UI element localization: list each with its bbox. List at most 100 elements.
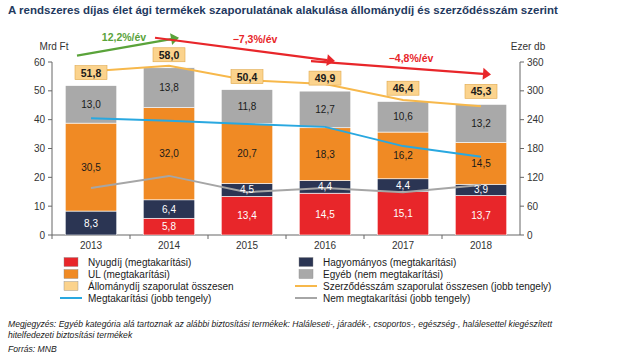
- y2-tick-label: 60: [527, 201, 539, 212]
- line: [91, 66, 481, 106]
- data-label: 15,1: [393, 208, 413, 219]
- y2-tick: [520, 177, 524, 178]
- legend-swatch: [60, 297, 82, 299]
- bar-segment: [221, 90, 272, 124]
- bar-segment: [377, 102, 428, 133]
- data-label: 10,6: [393, 111, 413, 122]
- data-label: 32,0: [159, 148, 179, 159]
- data-label: 14,5: [315, 209, 335, 220]
- total-label: 58,0: [153, 48, 185, 62]
- data-label: 11,8: [238, 101, 257, 112]
- legend-swatch: [295, 297, 317, 299]
- legend-label: Nyugdíj (megtakarítási): [88, 257, 191, 268]
- bar-segment: [221, 196, 272, 235]
- bar-segment: [65, 86, 116, 123]
- data-label: 8,3: [84, 218, 98, 229]
- y-tick-label: 20: [34, 172, 46, 183]
- y2-tick: [520, 62, 524, 63]
- annotation: −4,8%/év: [311, 52, 491, 80]
- arrow-head: [483, 68, 491, 80]
- bar-segment: [221, 124, 272, 184]
- data-label: 5,8: [162, 221, 176, 232]
- legend-swatch: [64, 270, 78, 279]
- x-tick-label: 2018: [470, 240, 493, 251]
- bar-segment: [65, 211, 116, 235]
- x-tick: [442, 235, 443, 239]
- bar-segment: [377, 191, 428, 235]
- legend-label: Szerződésszám szaporulat összesen (jobb …: [323, 281, 551, 292]
- data-label: 13,4: [237, 210, 257, 221]
- bar-segment: [65, 123, 116, 211]
- data-label: 4,4: [318, 181, 332, 192]
- y-tick: [48, 177, 52, 178]
- x-tick-label: 2015: [236, 240, 259, 251]
- y-tick-label: 0: [39, 230, 45, 241]
- bar-segment: [143, 200, 194, 218]
- total-label: 50,4: [231, 70, 263, 84]
- total-box: [309, 71, 341, 85]
- line: [91, 176, 481, 192]
- x-tick-label: 2016: [314, 240, 337, 251]
- y-tick-label: 30: [34, 143, 46, 154]
- x-tick-label: 2017: [392, 240, 415, 251]
- data-label: 45,3: [471, 85, 492, 97]
- x-tick-label: 2013: [80, 240, 103, 251]
- bar-segment: [299, 128, 350, 181]
- bar-segment: [143, 68, 194, 108]
- y-tick-label: 10: [34, 201, 46, 212]
- x-tick: [52, 235, 53, 239]
- legend: Nyugdíj (megtakarítási) Hagyományos (megt…: [60, 257, 551, 304]
- bar-segment: [299, 91, 350, 128]
- total-box: [465, 84, 497, 98]
- y2-tick: [520, 206, 524, 207]
- data-label: 13,8: [159, 82, 179, 93]
- data-label: 20,7: [237, 148, 257, 159]
- data-label: 46,4: [393, 82, 414, 94]
- data-label: 30,5: [81, 162, 101, 173]
- data-label: 18,3: [315, 149, 335, 160]
- data-label: 50,4: [237, 71, 258, 83]
- data-label: 51,8: [81, 67, 102, 79]
- y-tick: [48, 148, 52, 149]
- x-tick: [364, 235, 365, 239]
- legend-label: UL (megtakarítási): [88, 269, 170, 280]
- data-label: 6,4: [162, 204, 176, 215]
- bar-segment: [299, 193, 350, 235]
- legend-label: Egyéb (nem megtakarítási): [323, 269, 443, 280]
- y2-tick-label: 300: [527, 85, 544, 96]
- legend-label: Hagyományos (megtakarítási): [323, 257, 456, 268]
- total-box: [231, 70, 263, 84]
- note: Megjegyzés: Egyéb kategória alá tartozna…: [8, 319, 553, 329]
- bar-segment: [377, 132, 428, 179]
- y2-tick: [520, 148, 524, 149]
- y2-tick-label: 120: [527, 172, 544, 183]
- y-tick-label: 50: [34, 85, 46, 96]
- data-label: 16,2: [393, 150, 413, 161]
- bar-segment: [455, 104, 506, 142]
- total-box: [75, 66, 107, 80]
- data-label: 49,9: [315, 72, 336, 84]
- annotation-text: −7,3%/év: [233, 33, 278, 45]
- total-label: 49,9: [309, 71, 341, 85]
- y-tick: [48, 206, 52, 207]
- plot-area: [65, 66, 506, 235]
- bar-segment: [299, 181, 350, 194]
- y2-tick: [520, 90, 524, 91]
- legend-swatch: [64, 282, 78, 291]
- annotation: 12,2%/év: [77, 31, 179, 56]
- y2-tick-label: 240: [527, 114, 544, 125]
- total-box: [153, 48, 185, 62]
- y-tick-label: 40: [34, 114, 46, 125]
- y2-tick: [520, 235, 524, 236]
- x-tick-label: 2014: [158, 240, 181, 251]
- y-tick: [48, 62, 52, 63]
- legend-swatch: [299, 258, 313, 267]
- annotation-text: 12,2%/év: [102, 31, 147, 43]
- data-label: 3,9: [474, 184, 488, 195]
- bar-segment: [143, 218, 194, 235]
- line: [91, 118, 481, 156]
- bar-segment: [455, 195, 506, 235]
- total-label: 46,4: [387, 81, 419, 95]
- y2-tick-label: 0: [527, 230, 533, 241]
- total-label: 45,3: [465, 84, 497, 98]
